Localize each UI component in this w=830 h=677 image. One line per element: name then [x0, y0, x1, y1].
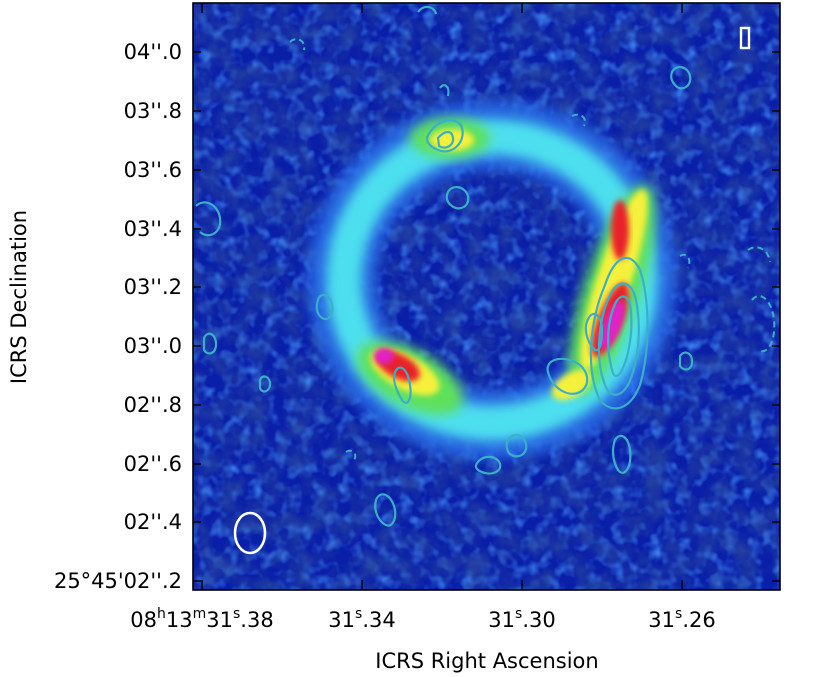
arc-southeast-yellow	[552, 369, 592, 401]
y-tick-label: 03''.4	[124, 217, 182, 241]
y-tick-label: 03''.6	[124, 158, 182, 182]
intensity-map	[193, 3, 780, 590]
contour-southwest	[392, 366, 412, 404]
neg-contour-s	[345, 449, 357, 461]
contour-south-3	[374, 493, 397, 527]
y-tick-labels: 04''.0 03''.8 03''.6 03''.4 03''.2 03''.…	[54, 40, 182, 593]
contour-west-2	[202, 332, 218, 355]
contour-east-small	[584, 312, 604, 352]
contour-west-1	[315, 294, 334, 321]
x-axis-title: ICRS Right Ascension	[375, 649, 598, 673]
contour-east-outer	[589, 257, 649, 410]
contour-west-3	[258, 375, 272, 393]
contour-east-mid	[597, 282, 640, 396]
beam-ellipse	[233, 511, 267, 555]
neg-contour-nw	[289, 38, 306, 51]
contours	[195, 5, 694, 527]
map-noise-dark	[193, 3, 780, 590]
knot-southwest-magenta	[374, 348, 394, 364]
y-tick-label: 02''.4	[124, 510, 182, 534]
arc-east-red-north	[611, 200, 629, 260]
contour-east-5	[678, 351, 694, 371]
contour-south-4	[611, 434, 632, 474]
x-tick-label: 31s.34	[328, 606, 395, 632]
plot-frame	[192, 2, 781, 591]
contour-east-inner	[607, 295, 633, 378]
x-tick-marks	[201, 3, 683, 590]
y-tick-label: 25°45'02''.2	[54, 569, 182, 593]
contour-top	[417, 5, 438, 15]
y-tick-label: 02''.8	[124, 393, 182, 417]
y-tick-label: 02''.6	[124, 452, 182, 476]
contour-north-knot	[426, 119, 464, 153]
panel-label-box	[739, 26, 751, 50]
y-tick-label: 03''.8	[124, 99, 182, 123]
contour-southeast	[546, 357, 589, 395]
contour-northeast	[670, 66, 692, 90]
arc-east-magenta	[599, 300, 625, 350]
y-tick-label: 04''.0	[124, 40, 182, 64]
contour-west-edge	[195, 201, 222, 237]
contour-north-small	[439, 84, 450, 97]
y-tick-label: 03''.2	[124, 275, 182, 299]
x-tick-label: 31s.26	[648, 606, 715, 632]
neg-contour-east-2	[747, 246, 771, 263]
neg-contour-e	[679, 253, 691, 269]
contour-south-2	[505, 434, 528, 458]
y-tick-marks	[193, 51, 780, 582]
y-axis-title: ICRS Declination	[7, 210, 31, 384]
x-tick-label: 08h13m31s.38	[130, 606, 273, 632]
x-tick-labels: 08h13m31s.38 31s.34 31s.30 31s.26	[130, 606, 715, 632]
neg-contour-east	[751, 295, 776, 353]
neg-contour-ne	[571, 113, 586, 127]
contour-inner	[445, 186, 470, 210]
contour-south-1	[474, 455, 502, 475]
y-tick-label: 03''.0	[124, 334, 182, 358]
x-tick-label: 31s.30	[488, 606, 555, 632]
contours-negative	[289, 38, 776, 461]
contour-north-knot-inner	[436, 130, 455, 149]
